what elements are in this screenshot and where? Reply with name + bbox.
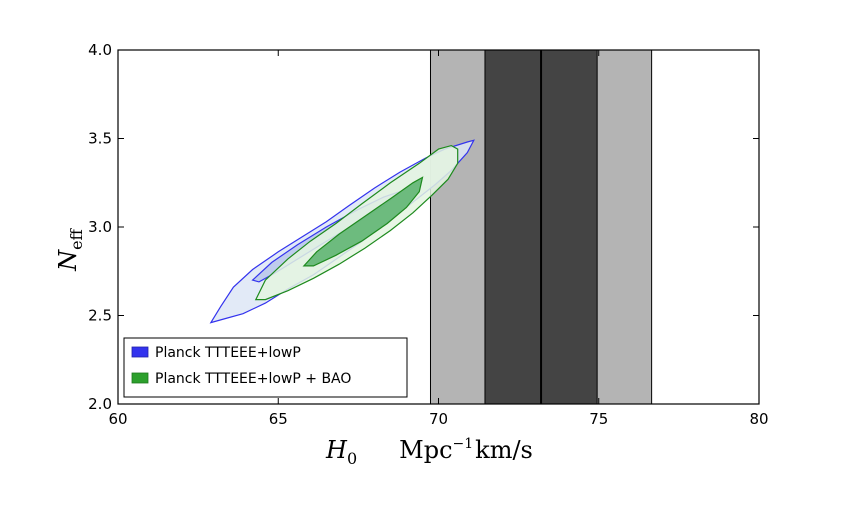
y-tick-label: 2.0	[88, 395, 112, 413]
x-tick-label: 60	[108, 410, 127, 428]
y-tick-label: 2.5	[88, 307, 112, 325]
legend-swatch-planck	[131, 346, 149, 358]
legend-label-planck: Planck TTTEEE+lowP	[155, 345, 301, 361]
x-tick-label: 70	[429, 410, 448, 428]
legend-swatch-planck-bao	[131, 372, 149, 384]
x-tick-label: 75	[589, 410, 608, 428]
y-tick-label: 3.5	[88, 130, 112, 148]
legend-label-planck-bao: Planck TTTEEE+lowP + BAO	[155, 371, 351, 387]
y-tick-label: 3.0	[88, 218, 112, 236]
y-axis-label: Neff	[54, 227, 86, 271]
legend: Planck TTTEEE+lowP Planck TTTEEE+lowP + …	[123, 337, 408, 398]
y-tick-label: 4.0	[88, 41, 112, 59]
x-axis-label: H0 Mpc−1km/s	[325, 436, 533, 468]
x-tick-label: 65	[269, 410, 288, 428]
contour-68-planck-bao	[302, 176, 424, 267]
x-tick-label: 80	[749, 410, 768, 428]
legend-box	[123, 337, 408, 398]
